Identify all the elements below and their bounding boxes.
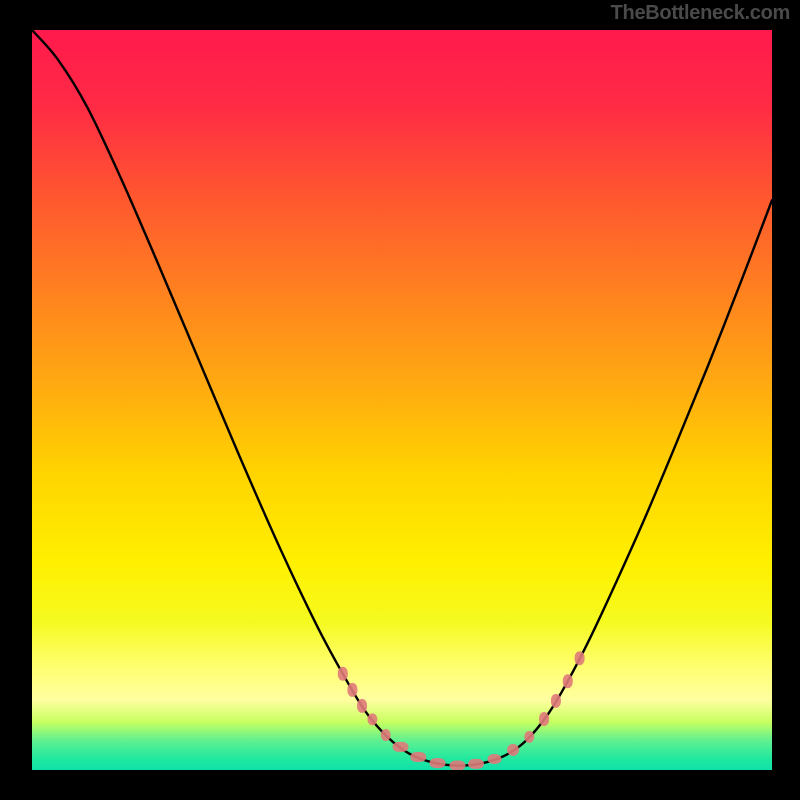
curve-marker [524,731,534,743]
curve-marker [563,674,573,688]
curve-marker [357,699,367,713]
curve-marker [551,694,561,708]
chart-frame: TheBottleneck.com [0,0,800,800]
curve-marker [488,754,502,764]
watermark-text: TheBottleneck.com [611,2,790,25]
curve-marker [507,744,519,756]
plot-area [32,30,772,770]
curve-marker [575,651,585,665]
gradient-background [32,30,772,770]
curve-marker [450,761,466,770]
curve-marker [338,667,348,681]
curve-marker [347,683,357,697]
curve-marker [393,742,409,752]
curve-marker [468,759,484,769]
chart-svg [32,30,772,770]
curve-marker [410,752,426,762]
curve-marker [539,712,549,726]
curve-marker [381,729,391,741]
curve-marker [430,758,446,768]
curve-marker [367,713,377,725]
